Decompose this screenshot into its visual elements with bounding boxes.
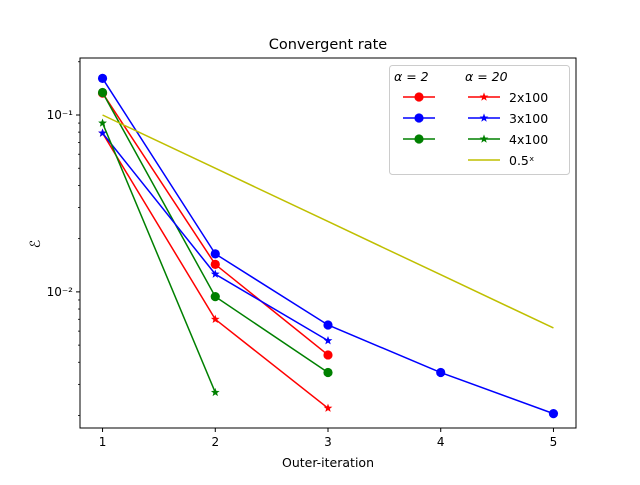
data-point [323,403,333,412]
data-point [323,350,333,360]
legend-handle-alpha-2-marker [414,92,424,102]
legend-handle-alpha-2-marker [414,134,424,144]
y-tick-label: 10⁻² [47,285,74,299]
legend-handle-alpha-2-marker [414,113,424,123]
data-point [210,292,220,302]
legend-rows [403,92,500,161]
x-tick-label: 1 [99,435,107,449]
legend-label-half-power-x: 0.5ˣ [509,153,534,168]
series-line [101,122,216,393]
data-point [548,409,559,419]
series-1 [97,73,559,419]
legend-label-2x100: 2x100 [509,90,548,105]
data-point [210,269,220,278]
x-tick-label: 2 [211,435,219,449]
legend: α = 2 α = 20 2x100 3x100 4x100 0.5ˣ [389,65,570,175]
series-5 [98,118,220,397]
x-tick-label: 3 [324,435,332,449]
data-point [323,336,333,345]
data-point [97,87,108,98]
data-point [323,320,333,330]
y-axis-label: ℰ [28,240,44,248]
legend-label-4x100: 4x100 [509,132,548,147]
data-point [210,314,220,323]
legend-label-3x100: 3x100 [509,111,548,126]
series-line [102,114,554,329]
data-point [98,128,107,137]
x-tick-label: 4 [437,435,445,449]
data-point [98,118,107,127]
legend-box [389,65,570,175]
legend-header-alpha-20: α = 20 [465,69,508,84]
x-tick-label: 5 [550,435,558,449]
legend-handle-alpha-20-marker [479,92,489,101]
chart-title: Convergent rate [269,37,388,53]
legend-handle-alpha-20-marker [479,113,489,122]
data-point [210,387,220,397]
y-tick-label: 10⁻¹ [47,108,74,122]
data-point [210,249,220,259]
data-point [97,73,108,84]
series-6 [102,114,554,329]
series-2 [97,87,333,378]
legend-header-alpha-2: α = 2 [394,69,429,84]
legend-handle-alpha-20-marker [479,134,489,143]
plot-frame [79,57,577,429]
data-point [323,367,333,378]
data-point [436,367,446,378]
x-axis-label: Outer-iteration [282,455,374,470]
series-4 [98,128,333,345]
plot-series [97,73,559,419]
data-point [210,259,220,270]
